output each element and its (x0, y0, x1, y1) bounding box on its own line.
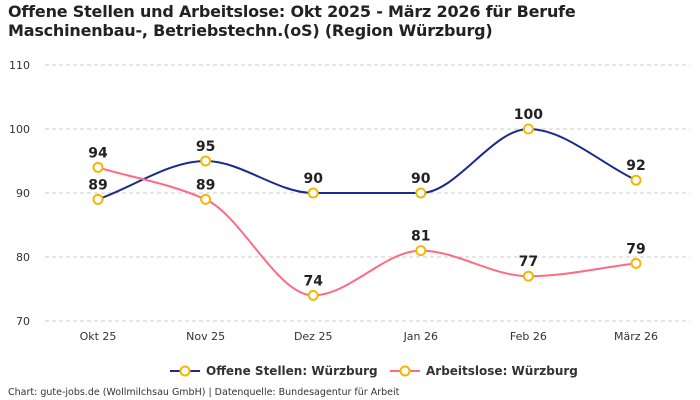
data-point (522, 270, 534, 282)
data-label: 94 (88, 145, 108, 161)
series-line-0 (97, 127, 637, 201)
data-label: 90 (411, 171, 431, 187)
series-line-1 (97, 166, 637, 297)
data-label: 79 (626, 241, 645, 257)
data-point (630, 174, 642, 186)
data-point (307, 289, 319, 301)
x-tick-label: März 26 (614, 330, 658, 343)
legend-marker (179, 365, 191, 377)
chart-footer: Chart: gute-jobs.de (Wollmilchsau GmbH) … (8, 387, 400, 398)
x-tick-label: Feb 26 (510, 330, 547, 343)
data-label: 74 (303, 273, 323, 289)
legend-item: Arbeitslose: Würzburg (390, 364, 578, 378)
y-tick-label: 110 (9, 59, 30, 72)
x-tick-label: Dez 25 (294, 330, 333, 343)
legend-item: Offene Stellen: Würzburg (170, 364, 378, 378)
legend-marker (399, 365, 411, 377)
data-point (307, 187, 319, 199)
data-label: 95 (196, 139, 215, 155)
data-point (200, 155, 212, 167)
data-label: 90 (303, 171, 323, 187)
y-tick-label: 70 (16, 315, 30, 328)
data-label: 81 (411, 229, 430, 245)
data-point (522, 123, 534, 135)
x-tick-label: Nov 25 (186, 330, 225, 343)
data-point (415, 187, 427, 199)
data-point (92, 161, 104, 173)
x-tick-label: Okt 25 (80, 330, 117, 343)
data-label: 89 (196, 177, 215, 193)
data-point (415, 245, 427, 257)
data-point (200, 193, 212, 205)
y-tick-label: 100 (9, 123, 30, 136)
y-tick-label: 80 (16, 251, 30, 264)
y-tick-label: 90 (16, 187, 30, 200)
data-label: 89 (88, 177, 107, 193)
legend-label: Offene Stellen: Würzburg (206, 364, 378, 378)
x-tick-label: Jan 26 (403, 330, 438, 343)
legend-label: Arbeitslose: Würzburg (426, 364, 578, 378)
data-label: 77 (519, 254, 538, 270)
data-point (92, 193, 104, 205)
data-label: 100 (514, 107, 543, 123)
data-point (630, 257, 642, 269)
data-label: 92 (626, 158, 645, 174)
chart-title: Offene Stellen und Arbeitslose: Okt 2025… (8, 2, 576, 40)
